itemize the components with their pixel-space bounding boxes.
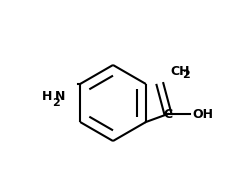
Text: OH: OH — [192, 107, 213, 121]
Text: CH: CH — [170, 65, 189, 78]
Text: H: H — [42, 89, 52, 102]
Text: 2: 2 — [182, 70, 190, 80]
Text: N: N — [55, 89, 65, 102]
Text: 2: 2 — [52, 98, 60, 108]
Text: C: C — [163, 107, 173, 121]
